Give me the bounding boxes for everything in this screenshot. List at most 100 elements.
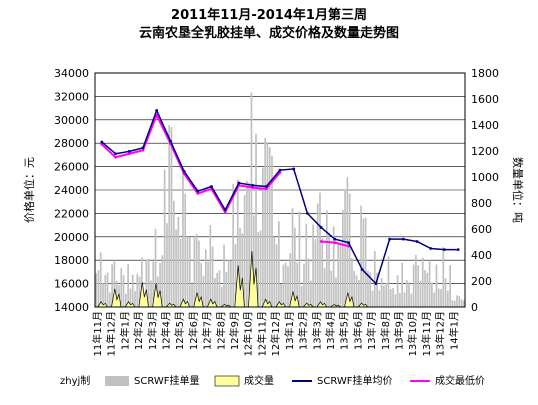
- avg-price-line-point: [210, 185, 213, 188]
- volume-bar: [307, 258, 310, 307]
- volume-bar: [120, 267, 123, 307]
- avg-price-line-point: [306, 212, 309, 215]
- volume-bar: [312, 224, 314, 307]
- legend-swatch-deal: [214, 375, 240, 387]
- legend-label-deal: 成交量: [244, 374, 274, 387]
- x-tick-label: 12年12月: [269, 311, 282, 356]
- volume-bar: [186, 236, 189, 307]
- x-tick-label: 12年11月: [255, 311, 268, 356]
- volume-bar: [421, 257, 424, 307]
- y2-tick-label: 800: [471, 197, 492, 210]
- volume-bar: [211, 246, 214, 307]
- volume-bar: [152, 261, 155, 307]
- y2-tick-label: 200: [471, 275, 492, 288]
- x-tick-label: 13年2月: [297, 311, 310, 350]
- avg-price-line-point: [114, 152, 117, 156]
- volume-bar: [204, 249, 207, 307]
- volume-bar: [236, 179, 239, 307]
- volume-bar: [403, 292, 406, 307]
- volume-bar: [399, 293, 401, 307]
- volume-bar: [193, 238, 196, 307]
- x-tick-label: 12年8月: [214, 311, 227, 350]
- volume-bar: [385, 283, 388, 307]
- volume-bar: [156, 276, 159, 307]
- volume-bar: [122, 275, 125, 307]
- volume-bar: [341, 210, 344, 307]
- volume-bar: [223, 244, 225, 307]
- x-tick-label: 13年3月: [310, 311, 323, 350]
- volume-bar: [127, 264, 129, 307]
- avg-price-line-point: [127, 149, 131, 153]
- volume-bar: [332, 226, 335, 307]
- x-tick-label: 12年6月: [187, 311, 200, 350]
- avg-price-line-point: [292, 167, 296, 171]
- y2-tick-label: 1000: [471, 171, 499, 184]
- volume-bar: [357, 280, 360, 307]
- volume-bar: [150, 280, 152, 307]
- volume-bar: [191, 284, 193, 307]
- volume-bar: [109, 292, 111, 307]
- volume-bar: [392, 288, 394, 307]
- y2-tick-label: 400: [471, 249, 492, 262]
- avg-price-line-point: [360, 268, 364, 271]
- volume-bar: [218, 270, 221, 307]
- volume-bar: [166, 223, 168, 307]
- volume-bar: [102, 283, 104, 307]
- y-tick-label: 34000: [54, 67, 89, 80]
- y2-tick-label: 1400: [471, 119, 499, 132]
- volume-bar: [248, 182, 251, 307]
- volume-bar: [262, 167, 264, 307]
- avg-price-line-point: [415, 240, 419, 243]
- volume-bar: [280, 283, 282, 307]
- volume-bar: [373, 251, 376, 307]
- x-tick-label: 13年6月: [351, 311, 364, 350]
- volume-bar: [95, 273, 97, 307]
- y-tick-label: 16000: [54, 278, 89, 291]
- volume-bar: [271, 155, 273, 307]
- volume-bar: [328, 232, 330, 307]
- volume-bar: [351, 258, 353, 307]
- min-price-line-point: [196, 192, 200, 195]
- avg-price-line-point: [443, 248, 446, 252]
- legend-label-avgprice: SCRWF挂单均价: [317, 374, 393, 387]
- x-tick-label: 14年1月: [447, 311, 460, 350]
- avg-price-line-point: [374, 282, 378, 285]
- volume-bar: [255, 133, 257, 307]
- volume-bar: [355, 275, 358, 307]
- volume-bar: [216, 272, 219, 307]
- volume-bar: [115, 280, 118, 307]
- avg-price-line-point: [100, 140, 104, 144]
- volume-bar: [417, 265, 420, 307]
- legend-label-minprice: 成交最低价: [435, 374, 485, 387]
- volume-bar: [284, 262, 287, 307]
- volume-bar: [188, 237, 191, 307]
- y-tick-label: 30000: [54, 114, 89, 127]
- volume-bar: [303, 263, 305, 307]
- volume-bar: [163, 169, 166, 307]
- y2-tick-label: 1800: [471, 67, 499, 80]
- volume-bar: [209, 225, 212, 307]
- plot-frame: [94, 72, 466, 308]
- deal-volume-path: [95, 251, 465, 308]
- volume-bar: [239, 227, 241, 307]
- x-tick-label: 11年11月: [91, 311, 104, 356]
- deal-volume-area: [95, 251, 465, 308]
- volume-bar: [449, 265, 451, 307]
- volume-bar: [214, 278, 216, 307]
- volume-bar: [159, 262, 161, 307]
- volume-bar: [339, 244, 342, 307]
- volume-bar: [291, 208, 294, 307]
- y-tick-label: 28000: [54, 137, 89, 150]
- x-axis-ticks: 11年11月 11年12月 12年1月 12年2月 12年3月 12年4月 12年5月 12年…: [91, 311, 460, 356]
- y-tick-label: 20000: [54, 231, 89, 244]
- x-tick-label: 12年3月: [146, 311, 159, 350]
- volume-bar: [202, 275, 205, 307]
- volume-bar: [367, 270, 369, 307]
- y2-tick-label: 1200: [471, 145, 499, 158]
- volume-bar: [426, 272, 429, 307]
- volume-bar: [298, 211, 301, 307]
- volume-bar: [264, 138, 266, 307]
- volume-bar: [113, 260, 116, 307]
- volume-bar: [337, 244, 340, 307]
